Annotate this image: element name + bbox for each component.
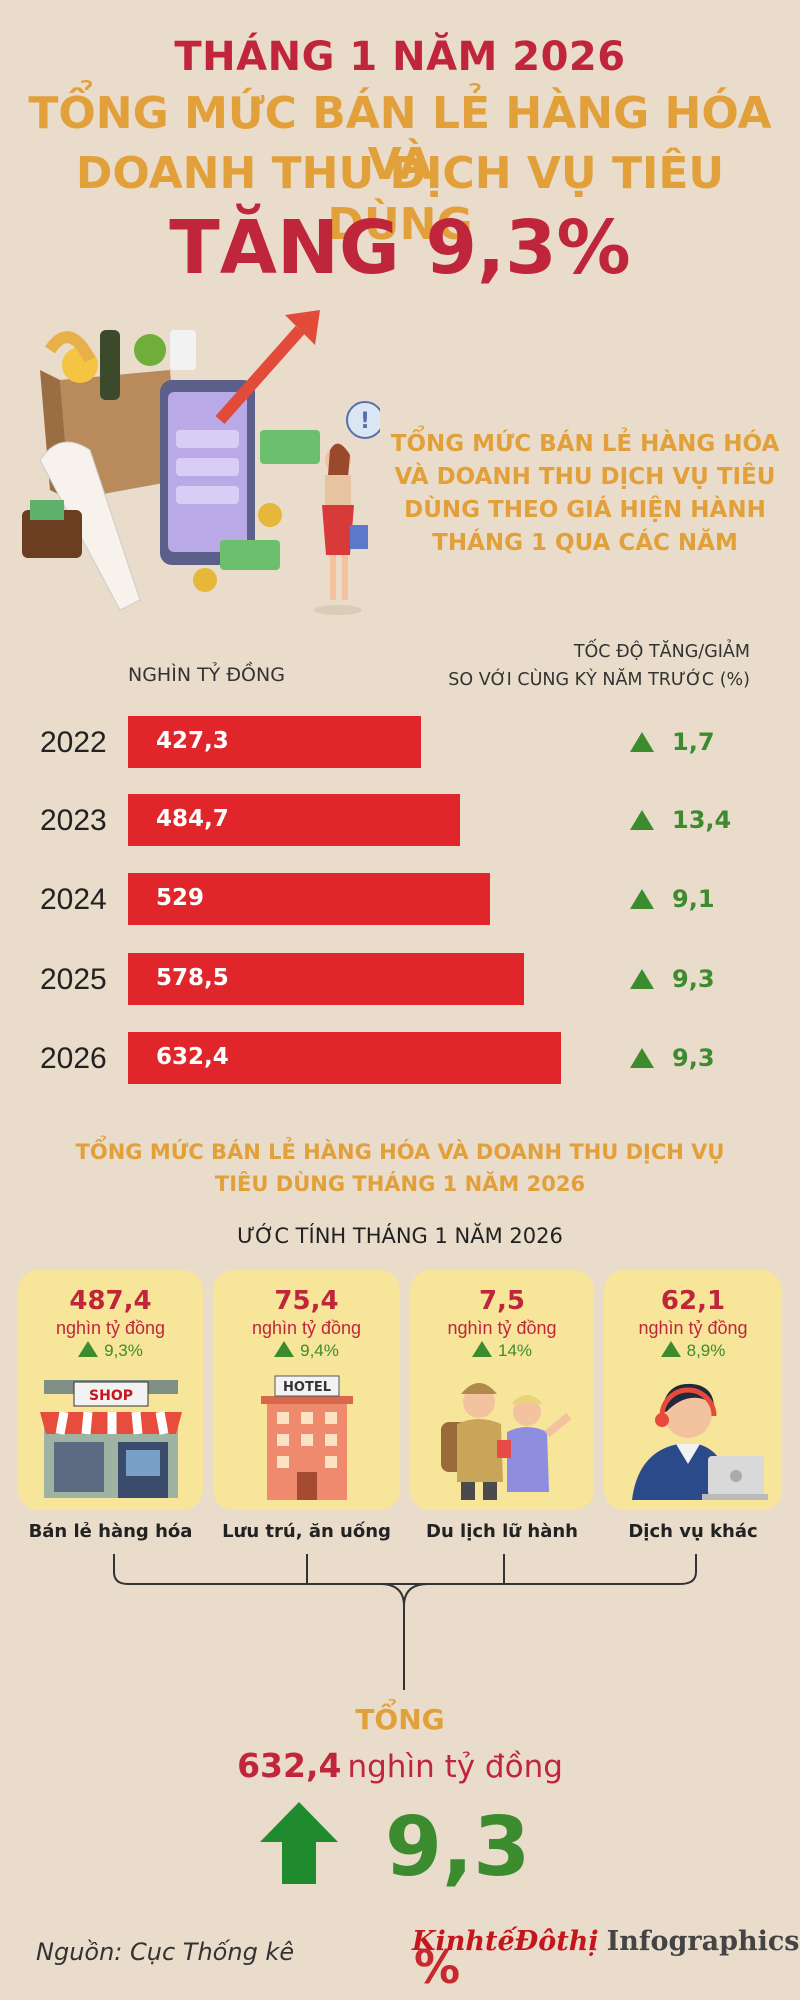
growth-value-label: 9,3 (672, 1044, 715, 1072)
growth-up-icon (630, 969, 654, 989)
svg-text:!: ! (360, 409, 370, 434)
card-unit: nghìn tỷ đồng (55, 1318, 166, 1338)
year-label: 2023 (40, 804, 107, 837)
section2-title-line-1: TỔNG MỨC BÁN LẺ HÀNG HÓA VÀ DOANH THU DỊ… (75, 1140, 725, 1164)
year-label: 2026 (40, 1042, 107, 1075)
value-bar: 529 (128, 873, 490, 925)
card-unit: nghìn tỷ đồng (638, 1318, 748, 1338)
header-line-1: THÁNG 1 NĂM 2026 (174, 34, 626, 80)
card-growth: 14% (410, 1341, 594, 1361)
brand-name: KinhtếĐôthị (412, 1926, 599, 1957)
chart-row: 2026 632,4 9,3 (0, 1032, 800, 1086)
section2-title-line-2: TIÊU DÙNG THÁNG 1 NĂM 2026 (214, 1172, 586, 1196)
growth-rate-label: TỐC ĐỘ TĂNG/GIẢM SO VỚI CÙNG KỲ NĂM TRƯỚ… (448, 638, 750, 694)
growth-up-icon (78, 1341, 99, 1357)
card-value: 75,4 (274, 1286, 339, 1316)
year-label: 2025 (40, 963, 107, 996)
brand-percent-mark: % (414, 1940, 461, 1994)
growth-up-icon (630, 1048, 654, 1068)
growth-up-icon (630, 732, 654, 752)
card-growth: 8,9% (604, 1341, 782, 1361)
card-retail: 487,4 nghìn tỷ đồng 9,3% SHOP (18, 1270, 203, 1510)
value-bar: 578,5 (128, 953, 524, 1005)
header-headline: TĂNG 9,3% (169, 205, 631, 291)
section1-title-line: THÁNG 1 QUA CÁC NĂM (432, 530, 738, 556)
section1-title-line: VÀ DOANH THU DỊCH VỤ TIÊU (394, 464, 776, 490)
card-value: 487,4 (69, 1286, 152, 1316)
section1-title-line: DÙNG THEO GIÁ HIỆN HÀNH (404, 497, 766, 523)
card-accommodation: 75,4 nghìn tỷ đồng 9,4% HOTEL (213, 1270, 400, 1510)
value-bar: 484,7 (128, 794, 460, 846)
growth-label-line: TỐC ĐỘ TĂNG/GIẢM (573, 642, 750, 662)
card-unit: nghìn tỷ đồng (251, 1318, 362, 1338)
value-bar: 427,3 (128, 716, 421, 768)
card-category-accommodation: Lưu trú, ăn uống (222, 1521, 391, 1542)
card-travel: 7,5 nghìn tỷ đồng 14% (410, 1270, 594, 1510)
card-value: 62,1 (660, 1286, 726, 1316)
section1-title-line: TỔNG MỨC BÁN LẺ HÀNG HÓA (390, 431, 780, 457)
brand-logo: % KinhtếĐôthị Infographics (412, 1926, 800, 1994)
hotel-sign-text: HOTEL (283, 1380, 331, 1395)
growth-up-arrow-icon (260, 1802, 338, 1884)
card-category-travel: Du lịch lữ hành (426, 1521, 578, 1542)
total-unit: nghìn tỷ đồng (347, 1749, 563, 1785)
growth-value-label: 1,7 (672, 728, 715, 756)
card-unit: nghìn tỷ đồng (447, 1318, 557, 1338)
bar-value-label: 578,5 (156, 965, 229, 991)
total-label: TỔNG (355, 1703, 445, 1736)
header-line-3: DOANH THU DỊCH VỤ TIÊU DÙNG (75, 148, 725, 250)
hotel-icon: HOTEL (260, 1375, 353, 1500)
growth-value-label: 13,4 (672, 806, 732, 834)
card-growth: 9,4% (213, 1341, 400, 1361)
estimate-label: ƯỚC TÍNH THÁNG 1 NĂM 2026 (237, 1224, 563, 1248)
bar-value-label: 632,4 (156, 1044, 229, 1070)
value-bar: 632,4 (128, 1032, 561, 1084)
growth-up-icon (274, 1341, 295, 1357)
card-category-retail: Bán lẻ hàng hóa (28, 1521, 193, 1542)
total-growth-value: 9,3 (385, 1800, 531, 1895)
growth-up-icon (630, 810, 654, 830)
chart-row: 2022 427,3 1,7 (0, 716, 800, 770)
header-line-2: TỔNG MỨC BÁN LẺ HÀNG HÓA VÀ (28, 88, 772, 190)
section1-title: TỔNG MỨC BÁN LẺ HÀNG HÓA VÀ DOANH THU DỊ… (385, 428, 785, 560)
total-value: 632,4 nghìn tỷ đồng (0, 1746, 800, 1785)
card-growth: 9,3% (18, 1341, 203, 1361)
chart-row: 2024 529 9,1 (0, 873, 800, 927)
bar-value-label: 427,3 (156, 728, 229, 754)
year-label: 2024 (40, 883, 107, 916)
chart-row: 2025 578,5 9,3 (0, 953, 800, 1007)
total-amount: 632,4 (237, 1746, 342, 1785)
growth-value-label: 9,3 (672, 965, 715, 993)
growth-up-icon (660, 1341, 681, 1357)
growth-value-label: 9,1 (672, 885, 715, 913)
bar-value-label: 529 (156, 885, 205, 911)
card-category-other: Dịch vụ khác (628, 1521, 758, 1542)
growth-up-icon (471, 1341, 492, 1357)
category-brace-connector (113, 1554, 697, 1690)
shop-icon: SHOP (39, 1380, 182, 1498)
shop-sign-text: SHOP (89, 1388, 133, 1404)
card-value: 7,5 (478, 1286, 526, 1316)
support-agent-icon (632, 1383, 768, 1500)
chart-row: 2023 484,7 13,4 (0, 794, 800, 848)
brand-suffix: Infographics (606, 1926, 800, 1957)
value-unit-label: NGHÌN TỶ ĐỒNG (128, 664, 285, 686)
bar-value-label: 484,7 (156, 806, 229, 832)
growth-up-icon (630, 889, 654, 909)
card-other-services: 62,1 nghìn tỷ đồng 8,9% (604, 1270, 782, 1510)
shopping-illustration-icon: ! (22, 310, 380, 615)
source-note: Nguồn: Cục Thống kê (36, 1938, 295, 1966)
growth-label-line: SO VỚI CÙNG KỲ NĂM TRƯỚC (%) (448, 670, 750, 690)
travelers-icon (441, 1383, 572, 1500)
year-label: 2022 (40, 726, 107, 759)
